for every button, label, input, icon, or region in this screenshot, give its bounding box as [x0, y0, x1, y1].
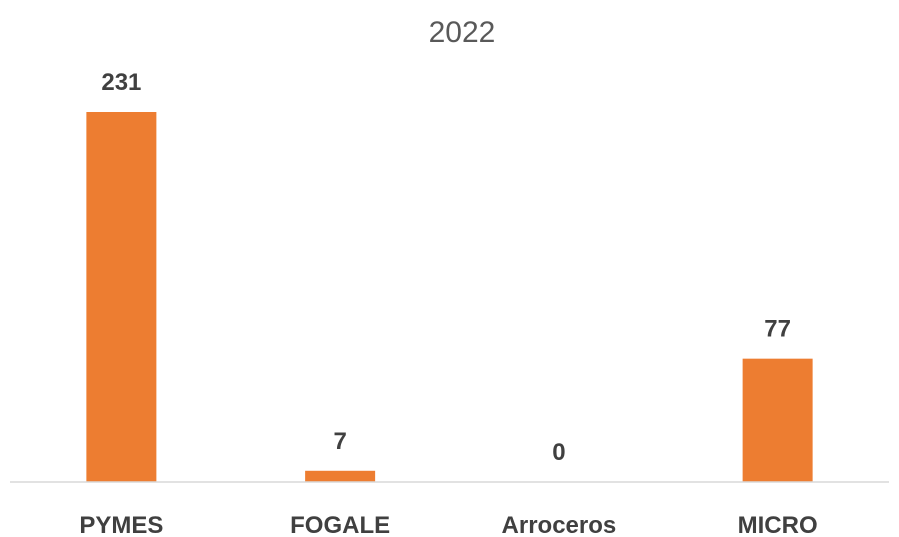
- x-tick-label-micro: MICRO: [738, 512, 818, 537]
- x-tick-label-fogale: FOGALE: [290, 512, 390, 537]
- chart-title: 2022: [429, 16, 496, 49]
- x-tick-label-arroceros: Arroceros: [502, 512, 617, 537]
- data-label-arroceros: 0: [552, 439, 565, 466]
- bars-layer: [86, 112, 813, 482]
- labels-layer: 231 PYMES 7 FOGALE 0 Arroceros 77 MICRO: [79, 69, 817, 537]
- data-label-pymes: 231: [101, 69, 141, 96]
- bar-pymes: [86, 112, 157, 482]
- bar-fogale: [305, 470, 376, 482]
- bar-micro: [742, 358, 813, 482]
- data-label-micro: 77: [764, 316, 791, 343]
- x-tick-label-pymes: PYMES: [79, 512, 163, 537]
- data-label-fogale: 7: [333, 428, 346, 455]
